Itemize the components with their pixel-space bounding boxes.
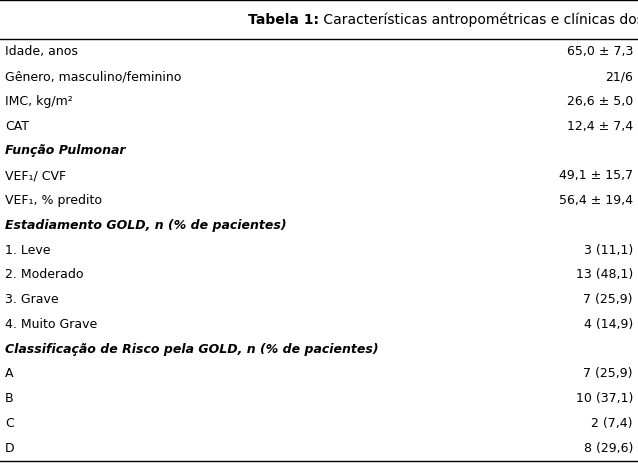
Text: Gênero, masculino/feminino: Gênero, masculino/feminino	[5, 70, 181, 83]
Text: 10 (37,1): 10 (37,1)	[575, 392, 633, 405]
Text: 7 (25,9): 7 (25,9)	[583, 368, 633, 381]
Text: 65,0 ± 7,3: 65,0 ± 7,3	[567, 45, 633, 58]
Text: 4. Muito Grave: 4. Muito Grave	[5, 318, 98, 331]
Text: C: C	[5, 417, 14, 430]
Text: Idade, anos: Idade, anos	[5, 45, 78, 58]
Text: A: A	[5, 368, 13, 381]
Text: 21/6: 21/6	[605, 70, 633, 83]
Text: 13 (48,1): 13 (48,1)	[575, 268, 633, 282]
Text: B: B	[5, 392, 14, 405]
Text: 2 (7,4): 2 (7,4)	[591, 417, 633, 430]
Text: VEF₁/ CVF: VEF₁/ CVF	[5, 169, 66, 182]
Text: 1. Leve: 1. Leve	[5, 244, 50, 257]
Text: 12,4 ± 7,4: 12,4 ± 7,4	[567, 119, 633, 132]
Text: VEF₁, % predito: VEF₁, % predito	[5, 194, 102, 207]
Text: 4 (14,9): 4 (14,9)	[584, 318, 633, 331]
Text: 7 (25,9): 7 (25,9)	[583, 293, 633, 306]
Text: 3. Grave: 3. Grave	[5, 293, 59, 306]
Text: 2. Moderado: 2. Moderado	[5, 268, 84, 282]
Text: 3 (11,1): 3 (11,1)	[584, 244, 633, 257]
Text: 26,6 ± 5,0: 26,6 ± 5,0	[567, 95, 633, 108]
Text: Estadiamento GOLD, n (% de pacientes): Estadiamento GOLD, n (% de pacientes)	[5, 219, 286, 232]
Text: D: D	[5, 442, 15, 455]
Text: 8 (29,6): 8 (29,6)	[584, 442, 633, 455]
Text: Função Pulmonar: Função Pulmonar	[5, 144, 126, 157]
Text: CAT: CAT	[5, 119, 29, 132]
Text: 49,1 ± 15,7: 49,1 ± 15,7	[559, 169, 633, 182]
Text: 56,4 ± 19,4: 56,4 ± 19,4	[559, 194, 633, 207]
Text: Classificação de Risco pela GOLD, n (% de pacientes): Classificação de Risco pela GOLD, n (% d…	[5, 343, 379, 356]
Text: IMC, kg/m²: IMC, kg/m²	[5, 95, 73, 108]
Text: Tabela 1:: Tabela 1:	[248, 13, 319, 27]
Text: Características antropométricas e clínicas dos pacientes com DPOC: Características antropométricas e clínic…	[319, 13, 638, 27]
